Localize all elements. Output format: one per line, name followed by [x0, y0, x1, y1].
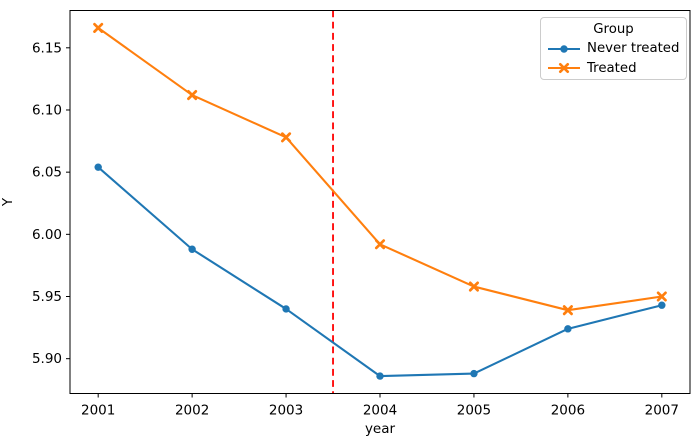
axis-ticks: [66, 47, 663, 398]
x-tick-label: 2004: [363, 403, 397, 419]
legend-sample-svg: [548, 63, 580, 74]
x-tick-label: 2007: [645, 403, 679, 419]
data-point-x: [468, 281, 479, 292]
y-tick-label: 6.05: [32, 165, 62, 181]
data-point-circle: [376, 372, 384, 380]
y-axis-label: Y: [0, 197, 17, 207]
legend-label: Never treated: [587, 41, 680, 57]
series-treated: [93, 22, 667, 316]
data-point-x: [562, 305, 573, 316]
y-tick-label: 6.10: [32, 102, 62, 118]
data-point-x: [93, 22, 104, 33]
y-tick-label: 5.90: [32, 351, 62, 367]
legend-entry-never-treated: Never treated: [547, 39, 680, 59]
legend-label: Treated: [587, 60, 637, 76]
x-tick-label: 2005: [457, 403, 491, 419]
data-point-x: [281, 132, 292, 143]
legend-sample-svg: [548, 45, 580, 53]
data-point-circle: [188, 245, 196, 253]
data-point-x: [187, 90, 198, 101]
data-point-circle: [658, 301, 666, 309]
data-point-circle: [470, 369, 478, 378]
x-tick-label: 2001: [81, 403, 115, 419]
data-point-circle: [560, 45, 568, 53]
x-tick-label: 2002: [175, 403, 209, 419]
line-x-marker-icon: [547, 59, 581, 77]
data-point-x: [656, 291, 667, 302]
data-point-circle: [564, 325, 572, 333]
legend-entry-treated: Treated: [547, 59, 680, 79]
data-point-circle: [282, 305, 290, 313]
y-tick-label: 5.95: [32, 289, 62, 305]
data-point-circle: [94, 163, 102, 171]
x-tick-label: 2003: [269, 403, 303, 419]
y-tick-label: 6.00: [32, 227, 62, 243]
x-axis-label: year: [364, 421, 396, 437]
y-tick-label: 6.15: [32, 40, 62, 56]
tick-labels: 2001 2002 2003 2004 2005 2006 2007 5.90 5.95 6.00…: [32, 40, 679, 418]
line-circle-marker-icon: [547, 40, 581, 58]
legend-title: Group: [593, 22, 634, 37]
data-point-x: [374, 239, 386, 250]
series-never-treated: [94, 163, 666, 380]
data-point-x: [558, 63, 570, 74]
legend: Group Never treated Treated: [540, 17, 687, 80]
x-tick-label: 2006: [551, 403, 585, 419]
